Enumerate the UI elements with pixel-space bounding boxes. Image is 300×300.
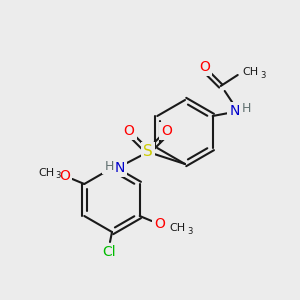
Text: O: O — [162, 124, 172, 138]
Text: H: H — [104, 160, 114, 172]
Text: Cl: Cl — [102, 245, 116, 259]
Text: O: O — [59, 169, 70, 183]
Text: 3: 3 — [56, 172, 61, 181]
Text: N: N — [115, 161, 125, 175]
Text: S: S — [143, 145, 153, 160]
Text: 3: 3 — [187, 226, 192, 236]
Text: CH: CH — [170, 223, 186, 233]
Text: O: O — [199, 60, 210, 74]
Text: 3: 3 — [260, 70, 266, 80]
Text: O: O — [124, 124, 134, 138]
Text: N: N — [230, 104, 240, 118]
Text: CH: CH — [243, 67, 259, 77]
Text: O: O — [154, 217, 165, 231]
Text: H: H — [242, 103, 251, 116]
Text: CH: CH — [38, 168, 54, 178]
